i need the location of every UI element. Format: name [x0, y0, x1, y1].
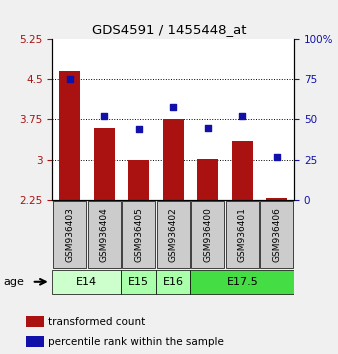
Point [274, 154, 280, 159]
Text: GSM936402: GSM936402 [169, 207, 178, 262]
FancyBboxPatch shape [260, 201, 293, 268]
Point [240, 113, 245, 119]
Bar [128, 160, 149, 200]
Text: GSM936401: GSM936401 [238, 207, 247, 262]
FancyBboxPatch shape [121, 269, 156, 294]
Bar [163, 120, 184, 200]
FancyBboxPatch shape [156, 201, 190, 268]
Text: GSM936404: GSM936404 [100, 207, 109, 262]
Text: GSM936405: GSM936405 [134, 207, 143, 262]
FancyBboxPatch shape [53, 201, 86, 268]
FancyBboxPatch shape [156, 269, 191, 294]
Bar [26, 316, 44, 327]
FancyBboxPatch shape [226, 201, 259, 268]
FancyBboxPatch shape [191, 201, 224, 268]
Point [67, 76, 72, 82]
Bar [94, 127, 115, 200]
Text: E17.5: E17.5 [226, 277, 258, 287]
Text: age: age [3, 277, 24, 287]
Point [205, 125, 211, 130]
Text: E14: E14 [76, 277, 97, 287]
Point [171, 104, 176, 109]
Text: E15: E15 [128, 277, 149, 287]
Bar [266, 198, 287, 200]
Text: E16: E16 [163, 277, 184, 287]
Bar [26, 336, 44, 347]
Bar [232, 141, 252, 200]
Text: GSM936403: GSM936403 [65, 207, 74, 262]
FancyBboxPatch shape [191, 269, 294, 294]
FancyBboxPatch shape [52, 269, 121, 294]
Text: GSM936400: GSM936400 [203, 207, 212, 262]
Bar [59, 71, 80, 200]
Text: transformed count: transformed count [48, 316, 146, 327]
Text: GSM936406: GSM936406 [272, 207, 281, 262]
Point [136, 126, 141, 132]
FancyBboxPatch shape [88, 201, 121, 268]
FancyBboxPatch shape [122, 201, 155, 268]
Text: GDS4591 / 1455448_at: GDS4591 / 1455448_at [92, 23, 246, 36]
Point [101, 113, 107, 119]
Text: percentile rank within the sample: percentile rank within the sample [48, 337, 224, 347]
Bar [197, 159, 218, 200]
